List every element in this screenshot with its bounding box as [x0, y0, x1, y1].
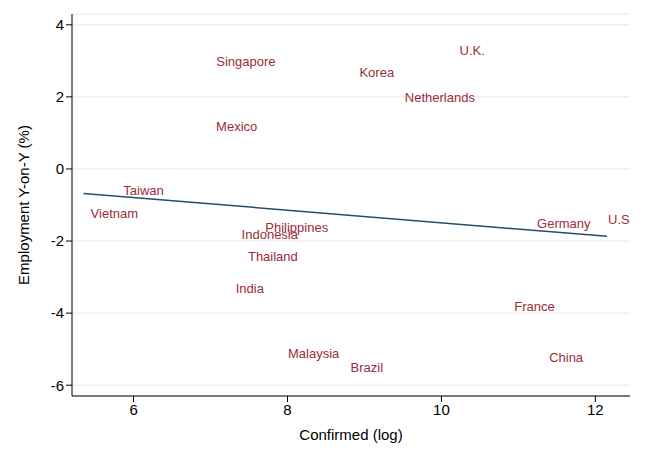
svg-text:Germany: Germany — [537, 216, 591, 231]
svg-text:Malaysia: Malaysia — [288, 346, 340, 361]
svg-text:U.K.: U.K. — [460, 43, 485, 58]
svg-text:Mexico: Mexico — [216, 119, 257, 134]
svg-text:10: 10 — [433, 401, 450, 418]
svg-text:Korea: Korea — [359, 65, 394, 80]
svg-text:4: 4 — [56, 16, 64, 33]
svg-text:Brazil: Brazil — [351, 360, 384, 375]
svg-text:U.S.: U.S. — [608, 212, 630, 227]
svg-text:Indonesia: Indonesia — [242, 227, 299, 242]
svg-text:Netherlands: Netherlands — [405, 90, 476, 105]
svg-text:Vietnam: Vietnam — [91, 206, 138, 221]
svg-text:France: France — [514, 299, 554, 314]
svg-text:-6: -6 — [51, 377, 64, 394]
svg-text:India: India — [236, 281, 265, 296]
svg-text:2: 2 — [56, 88, 64, 105]
svg-text:0: 0 — [56, 160, 64, 177]
svg-text:12: 12 — [587, 401, 604, 418]
svg-text:Employment Y-on-Y (%): Employment Y-on-Y (%) — [15, 125, 32, 285]
svg-text:China: China — [549, 350, 584, 365]
svg-text:Confirmed (log): Confirmed (log) — [299, 426, 402, 443]
svg-text:Taiwan: Taiwan — [123, 183, 163, 198]
svg-text:-2: -2 — [51, 232, 64, 249]
svg-text:8: 8 — [283, 401, 291, 418]
svg-text:Thailand: Thailand — [248, 249, 298, 264]
svg-text:6: 6 — [129, 401, 137, 418]
svg-text:Singapore: Singapore — [216, 54, 275, 69]
svg-text:-4: -4 — [51, 304, 64, 321]
